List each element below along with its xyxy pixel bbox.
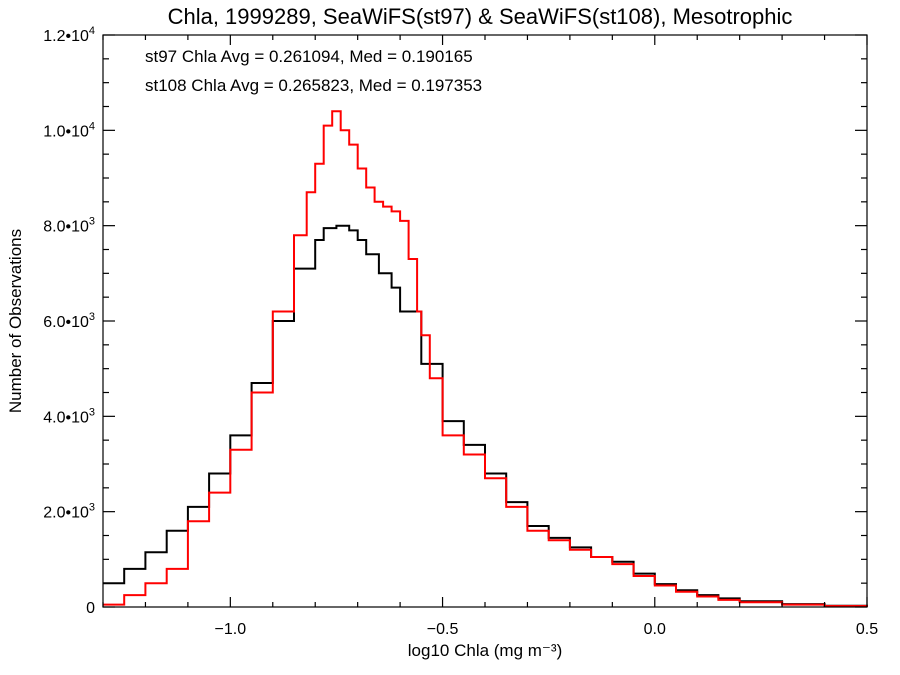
x-axis-label: log10 Chla (mg m⁻³) — [408, 641, 562, 660]
annotation-st108-stats: st108 Chla Avg = 0.265823, Med = 0.19735… — [145, 76, 482, 95]
series-layer — [103, 110, 868, 607]
y-tick-label: 0 — [86, 600, 95, 617]
x-tick-label: −1.0 — [215, 621, 247, 638]
ticks-layer: −1.0 −0.5 0.0 0.5 0 2.0•103 4.0•103 6.0•103 8.0•… — [43, 25, 878, 638]
y-tick-label: 4.0•103 — [43, 406, 95, 426]
y-tick-label: 2.0•103 — [43, 502, 95, 522]
chart-title: Chla, 1999289, SeaWiFS(st97) & SeaWiFS(s… — [168, 4, 793, 29]
series-st97-line — [103, 224, 868, 607]
annotation-st97-stats: st97 Chla Avg = 0.261094, Med = 0.190165 — [145, 47, 473, 66]
plot-frame — [102, 34, 868, 608]
series-st108-line — [103, 110, 868, 607]
x-tick-label: −0.5 — [427, 621, 459, 638]
y-tick-label: 6.0•103 — [43, 311, 95, 331]
y-tick-label: 1.0•104 — [43, 120, 95, 140]
x-tick-label: 0.5 — [856, 621, 878, 638]
y-tick-label: 1.2•104 — [43, 25, 95, 45]
y-tick-label: 8.0•103 — [43, 216, 95, 236]
y-axis-label: Number of Observations — [6, 229, 25, 413]
x-tick-label: 0.0 — [644, 621, 666, 638]
